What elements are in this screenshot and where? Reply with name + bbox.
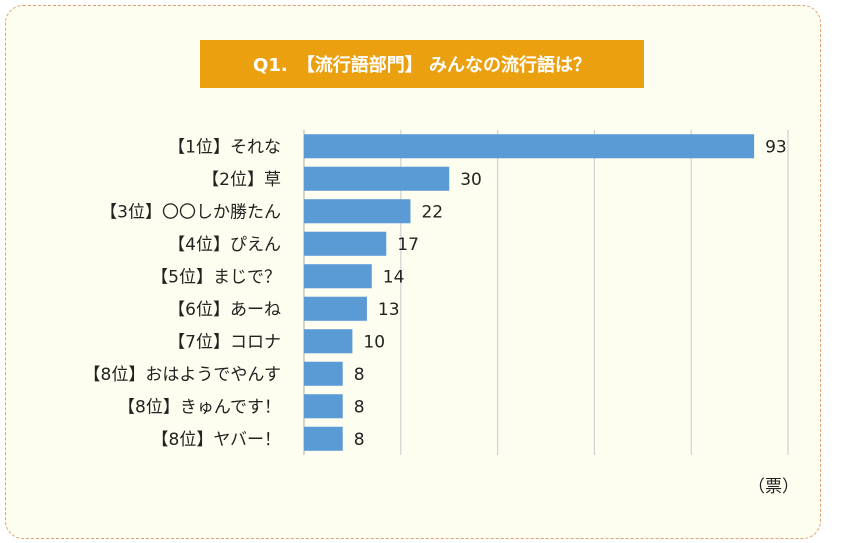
bar [304,329,353,354]
value-label: 8 [354,365,365,385]
value-label: 22 [421,202,443,222]
category-label: 【8位】おはようでやんす [84,365,281,385]
value-label: 8 [354,397,365,417]
value-label: 8 [354,430,365,450]
category-label: 【8位】ヤバー！ [152,430,281,450]
bar [304,166,450,191]
bar [304,296,367,321]
category-label: 【1位】それな [168,137,281,157]
bar [304,231,387,256]
bar [304,134,755,159]
category-label: 【4位】ぴえん [168,235,281,255]
category-label: 【8位】きゅんです！ [118,397,281,417]
value-label: 93 [765,137,787,157]
chart-title-text: Q1. 【流行語部門】 みんなの流行語は？ [253,55,591,76]
chart-frame [5,5,821,539]
value-label: 14 [383,267,405,287]
category-label: 【6位】あーね [168,300,281,320]
category-label: 【2位】草 [202,170,281,190]
bar [304,199,411,224]
value-label: 30 [460,170,482,190]
unit-label: （票） [748,477,799,497]
value-label: 10 [363,332,385,352]
bars [304,134,755,451]
category-label: 【7位】コロナ [168,332,281,352]
category-label: 【3位】〇〇しか勝たん [100,202,281,222]
bar [304,264,372,289]
value-label: 17 [397,235,419,255]
bar [304,426,343,451]
chart-title: Q1. 【流行語部門】 みんなの流行語は？ [200,40,644,88]
value-label: 13 [378,300,400,320]
bar [304,394,343,419]
category-label: 【5位】まじで？ [151,267,281,287]
category-labels: 【1位】それな【2位】草【3位】〇〇しか勝たん【4位】ぴえん【5位】まじで？ 【6… [84,137,281,450]
bar [304,361,343,386]
